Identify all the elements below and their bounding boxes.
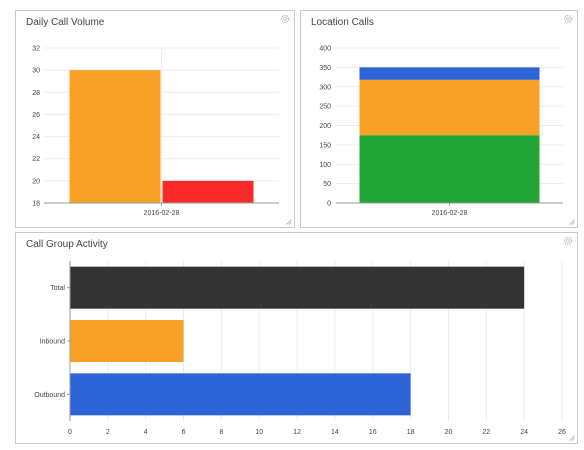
x-tick-label: 6	[182, 429, 186, 436]
gear-icon[interactable]	[563, 236, 573, 246]
x-tick-label: 18	[407, 429, 415, 436]
daily-call-volume-panel: Daily Call Volume 18 20 22 24 26 28 30 32 2016-0…	[15, 10, 295, 228]
panel-title: Location Calls	[311, 17, 374, 28]
y-tick-label: 26	[32, 112, 40, 119]
location-calls-chart: 0 50 100 150 200 250 300 350 400 2016-02-28	[319, 46, 563, 217]
gear-icon[interactable]	[280, 14, 290, 24]
y-tick-label: 50	[323, 181, 331, 188]
bar	[69, 70, 161, 203]
x-tick-label: 8	[219, 429, 223, 436]
y-tick-label: Inbound	[40, 339, 65, 346]
resize-handle-icon[interactable]	[286, 219, 292, 225]
x-tick-label: 22	[482, 429, 490, 436]
x-tick-label: 16	[369, 429, 377, 436]
call-group-activity-chart: 0 2 4 6 8 10 12 14 16 18 20 22 24 26TotalInboundOutbo…	[34, 261, 566, 436]
y-tick-label: 28	[32, 90, 40, 97]
y-tick-label: Outbound	[34, 392, 65, 399]
y-tick-label: 150	[319, 142, 331, 149]
y-tick-label: 100	[319, 162, 331, 169]
panel-title: Call Group Activity	[26, 239, 108, 250]
y-tick-label: 400	[319, 46, 331, 53]
y-tick-label: Total	[50, 285, 65, 292]
bar	[70, 373, 411, 416]
bar	[70, 266, 525, 309]
x-tick-label: 4	[144, 429, 148, 436]
x-tick-label: 2016-02-28	[144, 210, 180, 217]
panel-title: Daily Call Volume	[26, 17, 105, 28]
y-tick-label: 300	[319, 84, 331, 91]
bar-segment	[359, 79, 540, 136]
x-tick-label: 10	[255, 429, 263, 436]
y-tick-label: 22	[32, 156, 40, 163]
bar	[162, 180, 254, 203]
y-tick-label: 32	[32, 46, 40, 53]
x-tick-label: 2	[106, 429, 110, 436]
x-tick-label: 26	[558, 429, 566, 436]
x-tick-label: 2016-02-28	[432, 210, 468, 217]
y-tick-label: 18	[32, 201, 40, 208]
x-tick-label: 12	[293, 429, 301, 436]
resize-handle-icon[interactable]	[569, 219, 575, 225]
bar	[70, 320, 184, 362]
bar-segment	[359, 67, 540, 80]
bar-segment	[359, 135, 540, 203]
y-tick-label: 30	[32, 68, 40, 75]
x-tick-label: 20	[445, 429, 453, 436]
x-tick-label: 0	[68, 429, 72, 436]
y-tick-label: 250	[319, 104, 331, 111]
gear-icon[interactable]	[563, 14, 573, 24]
x-tick-label: 24	[520, 429, 528, 436]
y-tick-label: 24	[32, 134, 40, 141]
y-tick-label: 20	[32, 178, 40, 185]
call-group-activity-panel: Call Group Activity 0 2 4 6 8 10 12 14 16 18 20 22 2…	[15, 232, 578, 444]
location-calls-panel: Location Calls 0 50 100 150 200 250 300 350 400 2…	[300, 10, 578, 228]
y-tick-label: 350	[319, 65, 331, 72]
y-tick-label: 0	[327, 201, 331, 208]
resize-handle-icon[interactable]	[569, 435, 575, 441]
daily-call-volume-chart: 18 20 22 24 26 28 30 32 2016-02-28	[32, 46, 279, 217]
x-tick-label: 14	[331, 429, 339, 436]
y-tick-label: 200	[319, 123, 331, 130]
